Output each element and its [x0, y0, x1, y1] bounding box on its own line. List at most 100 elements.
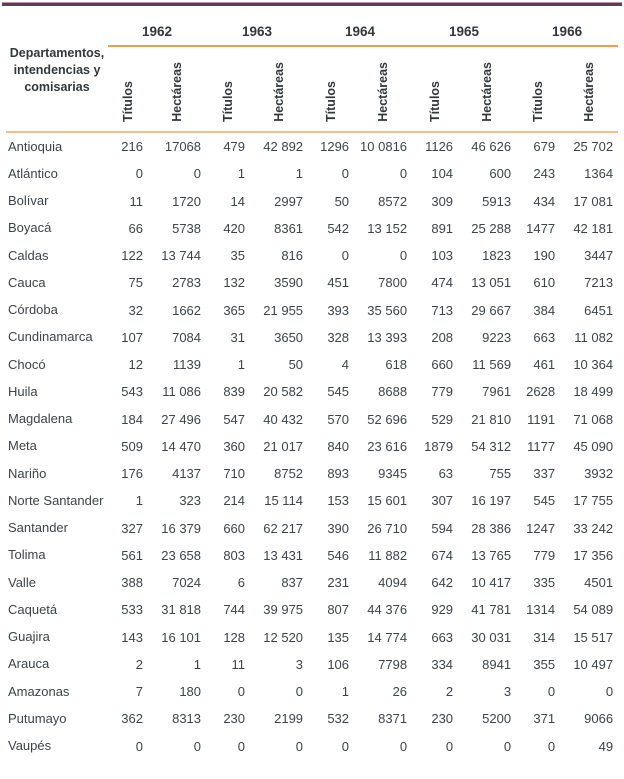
cell-value: 11 [231, 656, 246, 672]
cell-value: 1662 [172, 302, 202, 318]
cell-value: 6451 [584, 302, 614, 318]
cell-value: 46 626 [471, 139, 512, 155]
cell-value: 509 [121, 438, 143, 454]
cell-value: 75 [128, 275, 143, 291]
cell-value: 337 [533, 466, 556, 482]
cell-value: 0 [399, 166, 408, 182]
cell-value: 0 [547, 738, 556, 754]
cell-value: 710 [223, 466, 246, 482]
cell-value: 533 [121, 602, 143, 618]
cell-value: 25 702 [573, 139, 614, 155]
cell-value: 660 [431, 357, 454, 373]
cell-value: 618 [385, 357, 408, 373]
cell-value: 663 [533, 329, 556, 345]
cell-value: 0 [547, 684, 556, 700]
cell-value: 532 [327, 711, 350, 727]
row-label: Huila [8, 383, 38, 399]
cell-value: 2199 [274, 711, 304, 727]
corner-header: Departamentos, intendencias y comisarias [6, 6, 108, 133]
cell-value: 7024 [172, 575, 202, 591]
cell-value: 230 [431, 711, 454, 727]
cell-value: 35 560 [367, 302, 408, 318]
cell-value: 0 [399, 738, 408, 754]
cell-value: 1139 [173, 357, 202, 373]
cell-value: 803 [223, 547, 246, 563]
table-row: Norte Santander 1 323 214 15 114 153 15 601 307… [6, 487, 618, 514]
table-row: Antioquia 216 17068 479 42 892 1296 10 0816 112… [6, 132, 618, 160]
cell-value: 42 892 [263, 139, 304, 155]
cell-value: 384 [533, 302, 556, 318]
cell-value: 451 [327, 275, 350, 291]
cell-value: 744 [223, 602, 246, 618]
table-row: Santander 327 16 379 660 62 217 390 26 710 594 2… [6, 515, 618, 542]
cell-value: 1314 [526, 602, 556, 618]
cell-value: 679 [533, 139, 556, 155]
cell-value: 32 [128, 302, 143, 318]
cell-value: 1 [237, 166, 246, 182]
cell-value: 1823 [482, 248, 512, 264]
cell-value: 779 [533, 547, 556, 563]
cell-value: 50 [288, 357, 304, 373]
cell-value: 0 [503, 738, 512, 754]
year-header-1964: 1964 [308, 6, 413, 47]
hectareas-label: Hectáreas [581, 62, 596, 122]
cell-value: 11 882 [368, 547, 408, 563]
cell-value: 8361 [274, 220, 304, 236]
table-row: Putumayo 362 8313 230 2199 532 8371 230 5200 371 9… [6, 705, 618, 732]
cell-value: 11 082 [574, 329, 614, 345]
column-header-titulos: Títulos [412, 46, 459, 133]
cell-value: 23 658 [161, 547, 202, 563]
cell-value: 545 [533, 493, 556, 509]
year-header-1965: 1965 [412, 6, 517, 47]
cell-value: 1191 [527, 411, 556, 427]
cell-value: 307 [431, 493, 454, 509]
cell-value: 3590 [274, 275, 304, 291]
cell-value: 31 [230, 329, 246, 345]
cell-value: 15 517 [573, 629, 614, 645]
cell-value: 7798 [378, 656, 408, 672]
cell-value: 14 [230, 193, 246, 209]
column-header-titulos: Títulos [308, 46, 355, 133]
row-label: Norte Santander [8, 492, 104, 508]
cell-value: 143 [121, 629, 143, 645]
cell-value: 0 [193, 166, 202, 182]
cell-value: 71 068 [573, 411, 614, 427]
cell-value: 0 [135, 166, 143, 182]
cell-value: 2 [445, 684, 454, 700]
cell-value: 2 [135, 656, 143, 672]
measure-header-row: Títulos Hectáreas Títulos Hectáreas Títu… [6, 46, 619, 133]
row-label: Bolívar [8, 193, 49, 208]
cell-value: 547 [223, 411, 246, 427]
column-header-titulos: Títulos [516, 46, 561, 133]
cell-value: 2628 [526, 384, 556, 400]
cell-value: 33 242 [573, 520, 614, 536]
cell-value: 44 376 [367, 602, 408, 618]
cell-value: 13 393 [367, 329, 408, 345]
cell-value: 21 017 [263, 438, 304, 454]
cell-value: 27 496 [161, 411, 202, 427]
cell-value: 4 [341, 357, 350, 373]
cell-value: 840 [327, 438, 350, 454]
cell-value: 31 818 [161, 602, 202, 618]
cell-value: 35 [230, 248, 246, 264]
cell-value: 929 [431, 602, 454, 618]
cell-value: 5738 [172, 220, 202, 236]
cell-value: 4094 [378, 575, 408, 591]
cell-value: 216 [121, 139, 143, 155]
cell-value: 660 [223, 520, 246, 536]
cell-value: 40 432 [263, 411, 304, 427]
cell-value: 4501 [584, 575, 614, 591]
cell-value: 13 051 [471, 275, 512, 291]
year-header-1962: 1962 [108, 6, 207, 47]
cell-value: 41 781 [471, 602, 512, 618]
cell-value: 13 765 [471, 547, 512, 563]
cell-value: 393 [327, 302, 350, 318]
cell-value: 1 [295, 166, 304, 182]
row-label: Nariño [8, 465, 47, 481]
cell-value: 153 [327, 493, 350, 509]
cell-value: 309 [431, 193, 454, 209]
table-row: Huila 543 11 086 839 20 582 545 8688 779 7961 262… [6, 378, 618, 405]
titulos-label: Títulos [220, 81, 235, 122]
cell-value: 390 [327, 520, 350, 536]
cell-value: 434 [533, 193, 556, 209]
